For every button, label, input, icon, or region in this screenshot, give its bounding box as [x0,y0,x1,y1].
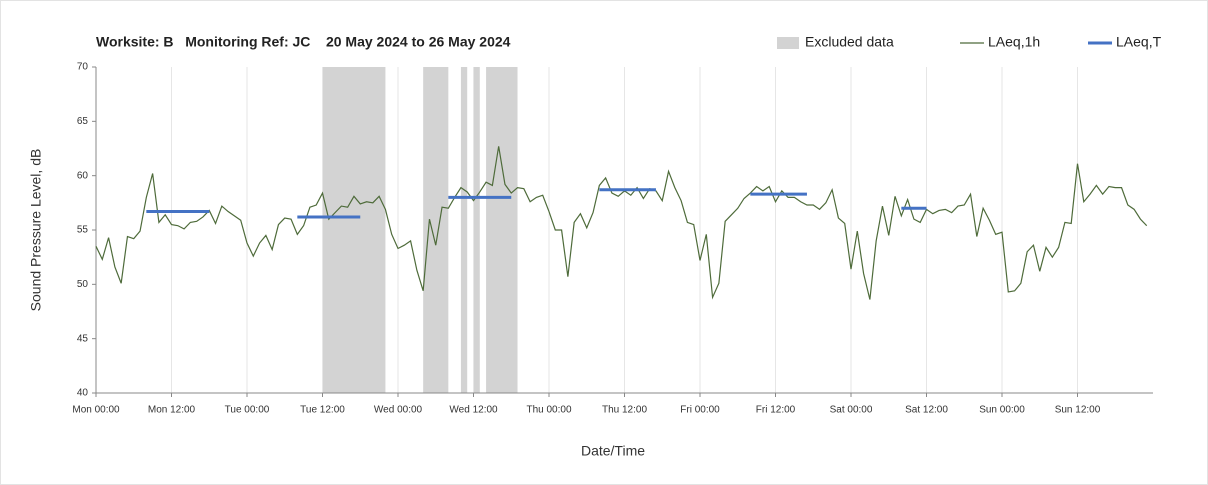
y-tick-label: 40 [77,388,89,399]
x-tick-label: Tue 12:00 [300,405,345,416]
x-tick-label: Tue 00:00 [225,405,270,416]
y-tick-label: 65 [77,116,89,127]
x-tick-label: Sun 12:00 [1055,405,1101,416]
x-tick-label: Sun 00:00 [979,405,1025,416]
y-tick-label: 60 [77,170,89,181]
legend-swatch [777,37,799,49]
legend-label: LAeq,1h [988,34,1040,50]
y-axis-label: Sound Pressure Level, dB [28,149,44,312]
excluded-band [473,67,480,393]
x-tick-label: Mon 12:00 [148,405,196,416]
x-tick-label: Wed 00:00 [374,405,423,416]
x-axis-label: Date/Time [581,443,645,459]
x-tick-label: Thu 12:00 [602,405,647,416]
x-tick-label: Thu 00:00 [526,405,571,416]
x-tick-label: Fri 12:00 [756,405,796,416]
x-tick-label: Wed 12:00 [449,405,498,416]
chart-title: Worksite: B Monitoring Ref: JC 20 May 20… [96,34,511,50]
x-tick-label: Sat 00:00 [830,405,873,416]
x-tick-label: Mon 00:00 [72,405,120,416]
excluded-band [322,67,386,393]
x-tick-label: Fri 00:00 [680,405,720,416]
x-tick-label: Sat 12:00 [905,405,948,416]
y-tick-label: 55 [77,225,89,236]
legend-label: Excluded data [805,34,894,50]
excluded-band [486,67,518,393]
excluded-band [423,67,449,393]
y-tick-label: 50 [77,279,89,290]
legend-label: LAeq,T [1116,34,1162,50]
data-line [95,146,1148,300]
y-tick-label: 45 [77,333,89,344]
y-tick-label: 70 [77,62,89,73]
excluded-band [460,67,468,393]
